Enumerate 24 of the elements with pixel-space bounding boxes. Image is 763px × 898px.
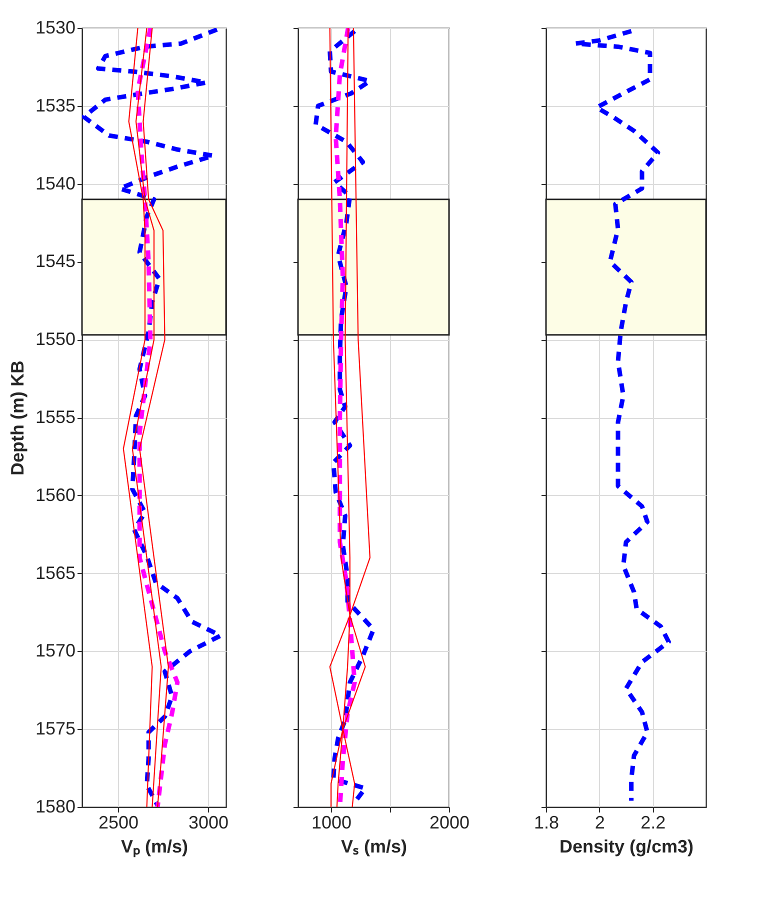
y-tick-label: 1545	[35, 251, 76, 272]
line-series	[136, 28, 180, 807]
y-tick-label: 1570	[35, 640, 76, 661]
x-axis-title: Vₛ (m/s)	[340, 836, 408, 856]
y-axis-title: Depth (m) KB	[7, 360, 28, 476]
y-tick-label: 1565	[35, 562, 76, 583]
y-tick-label: 1550	[35, 329, 76, 350]
x-tick-label: 2.2	[640, 812, 666, 832]
x-tick-label: 2500	[98, 812, 139, 832]
x-tick-label: 3000	[188, 812, 229, 832]
x-tick-label: 2	[594, 812, 605, 832]
y-tick-label: 1535	[35, 95, 76, 116]
y-tick-label: 1530	[35, 18, 76, 38]
y-tick-label: 1560	[35, 484, 76, 505]
y-tick-label: 1580	[35, 796, 76, 816]
x-tick-label: 1.8	[534, 812, 560, 832]
x-tick-label: 1000	[312, 812, 352, 832]
y-tick-label: 1540	[35, 173, 76, 194]
x-tick-label: 2000	[429, 812, 470, 832]
y-tick-label: 1555	[35, 407, 76, 427]
line-series	[139, 28, 169, 807]
x-axis-title: Density (g/cm3)	[559, 836, 694, 856]
x-axis-title: Vₚ (m/s)	[120, 836, 188, 858]
y-tick-label: 1575	[35, 718, 76, 739]
